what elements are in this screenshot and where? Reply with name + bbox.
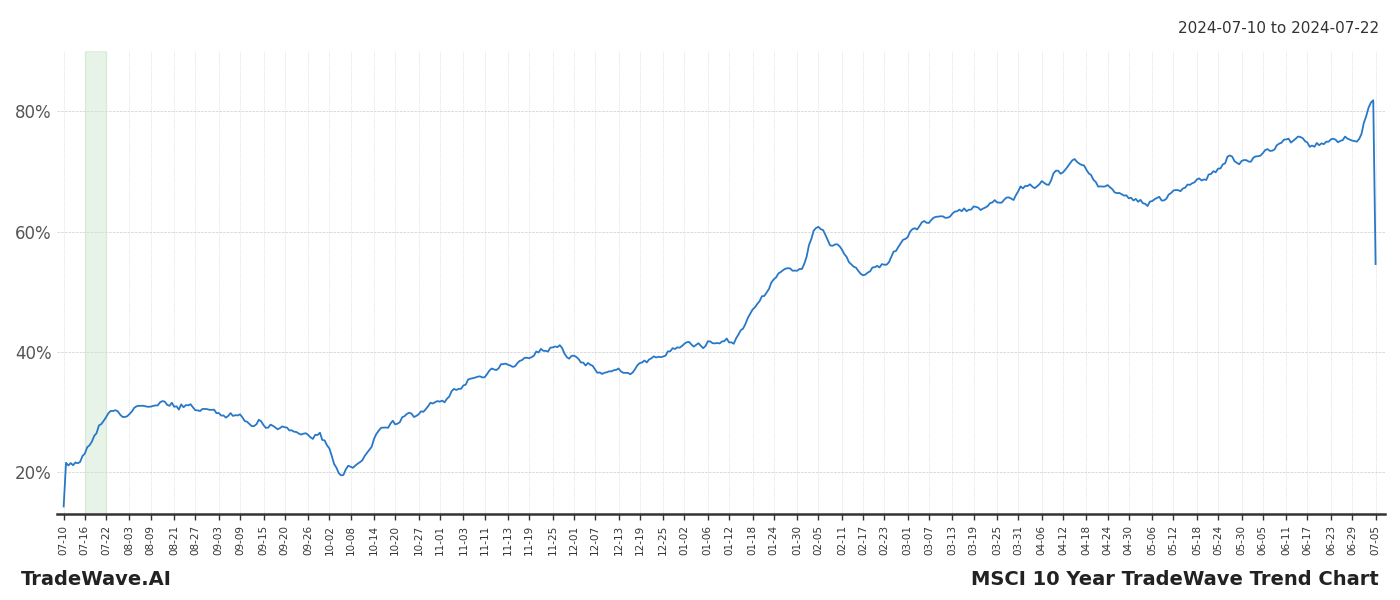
Bar — [85, 51, 106, 514]
Text: TradeWave.AI: TradeWave.AI — [21, 570, 172, 589]
Text: 2024-07-10 to 2024-07-22: 2024-07-10 to 2024-07-22 — [1177, 21, 1379, 36]
Text: MSCI 10 Year TradeWave Trend Chart: MSCI 10 Year TradeWave Trend Chart — [972, 570, 1379, 589]
